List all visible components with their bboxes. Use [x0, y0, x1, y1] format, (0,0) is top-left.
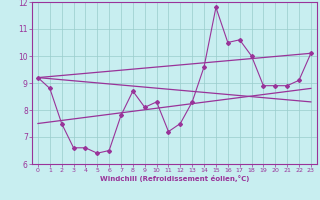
- X-axis label: Windchill (Refroidissement éolien,°C): Windchill (Refroidissement éolien,°C): [100, 175, 249, 182]
